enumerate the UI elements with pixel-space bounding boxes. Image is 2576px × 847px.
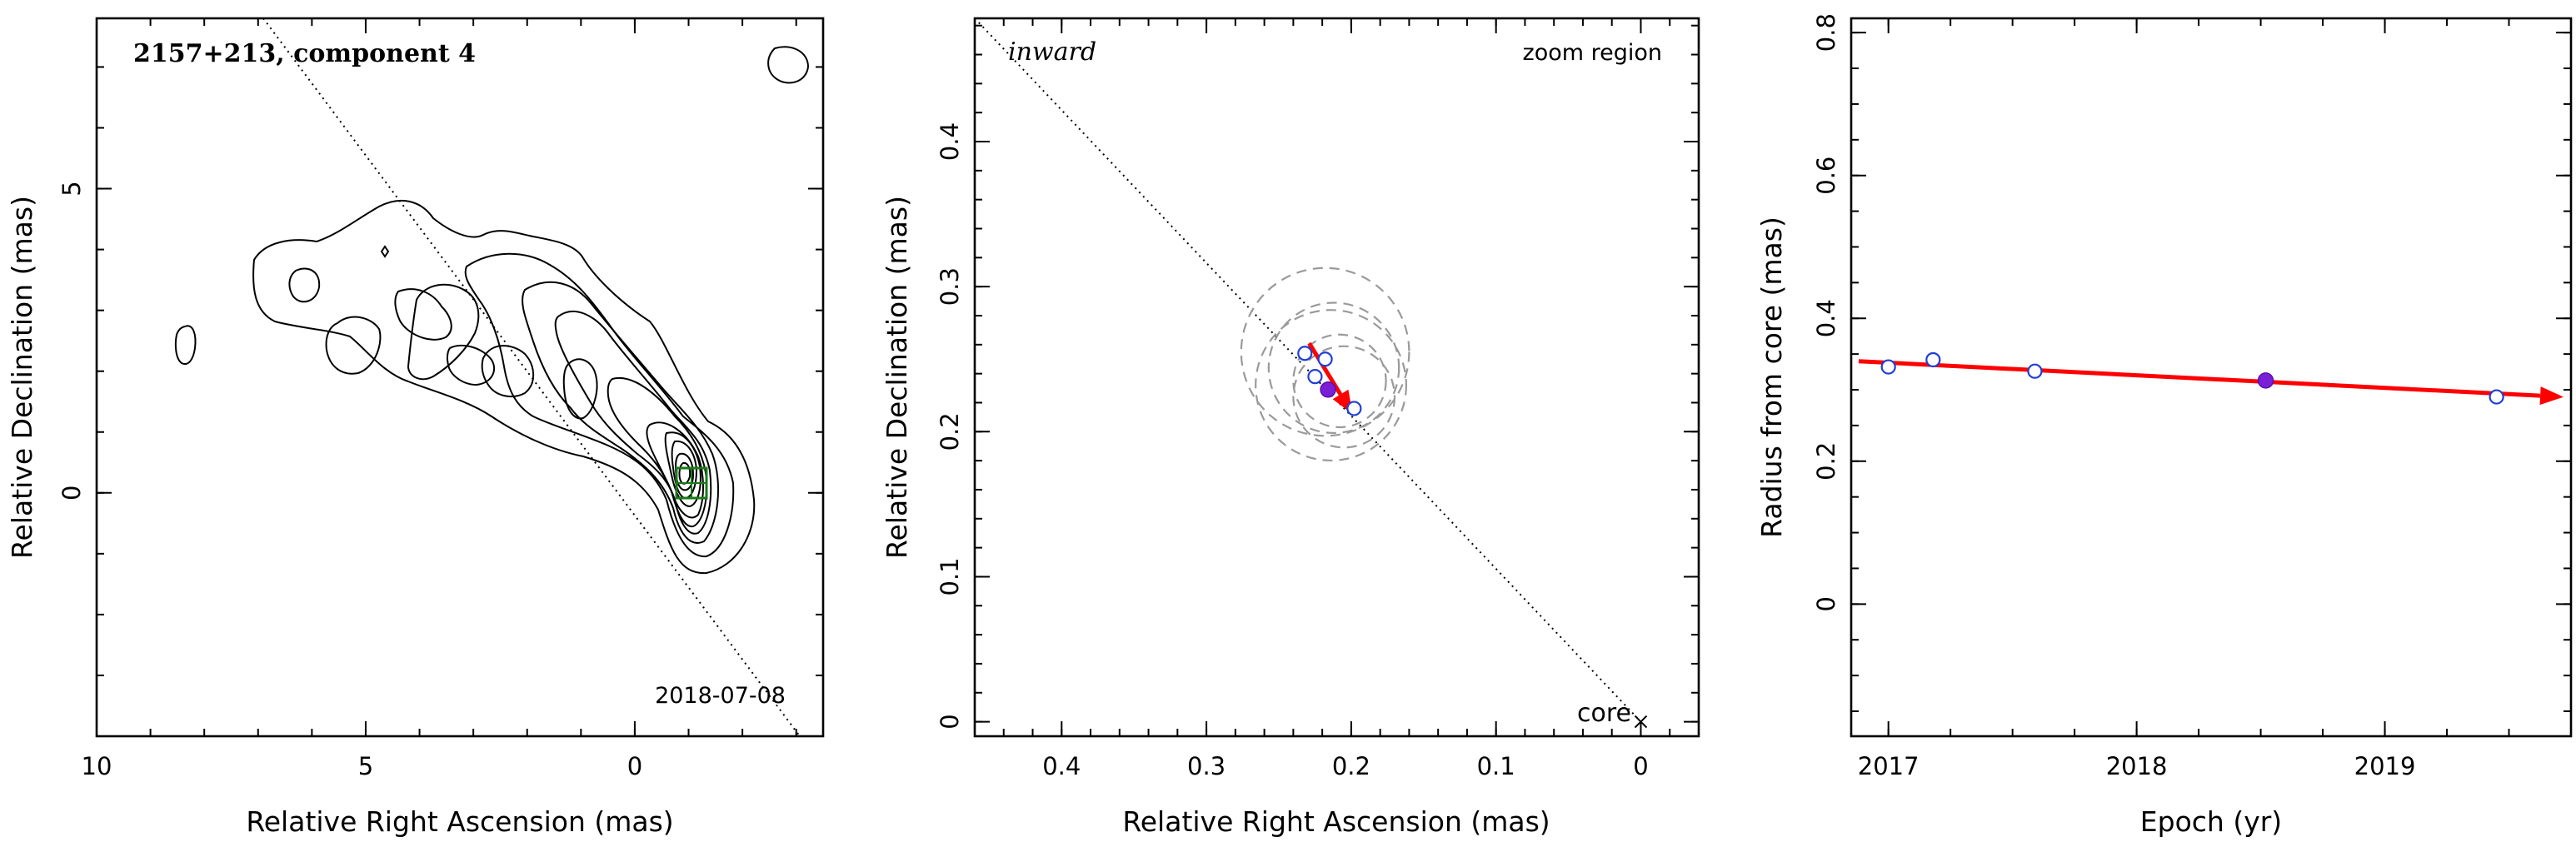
panel2-y-tick-label: 0 (936, 714, 964, 729)
inward-label: inward (1008, 37, 1096, 67)
velocity-arrow-shaft (1307, 341, 1343, 396)
panel3-y-ticks: 0 0.2 0.4 0.6 0.8 (1812, 13, 2571, 712)
epoch-open-marker (1880, 359, 1896, 375)
panel1-title: 2157+213, component 4 (133, 39, 476, 68)
panel1-x-tick-label: 0 (627, 752, 642, 780)
zoom-open-marker (1346, 401, 1362, 416)
panel1-y-tick-label: 0 (57, 486, 86, 501)
panel1-x-ticks: 10 5 0 (82, 18, 797, 780)
panel1-y-tick-label: 5 (57, 181, 86, 196)
panel3-frame (1850, 17, 2573, 738)
epoch-points (1880, 351, 2504, 405)
panel2-y-ticks: 0 0.1 0.2 0.3 0.4 (936, 24, 1699, 730)
zoom-open-marker (1317, 351, 1333, 367)
core-cross-stroke (1634, 715, 1648, 729)
beam-circle (1255, 309, 1408, 462)
epoch-filled-marker (2257, 372, 2274, 389)
panel3-x-ticks: 2017 2018 2019 (1858, 18, 2572, 780)
panel3-y-tick-label: 0.4 (1812, 299, 1840, 337)
panel1-y-ticks: 05 (57, 66, 823, 737)
panel-contour-map: 10 5 0 05 2157+213, component 4 2018-07-08… (6, 17, 825, 838)
epoch-open-marker (2489, 389, 2504, 405)
panel3-x-axis-label: Epoch (yr) (2140, 805, 2282, 838)
epoch-open-marker (1925, 351, 1941, 368)
panel3-x-tick-label: 2019 (2354, 752, 2416, 780)
zoom-jet-axis-line (975, 18, 1642, 723)
panel1-y-axis-label: Relative Declination (mas) (6, 196, 38, 559)
core-marker (1634, 715, 1648, 729)
fit-arrow (1858, 359, 2564, 406)
panel1-x-tick-label: 10 (82, 752, 112, 780)
panel3-x-tick-label: 2018 (2106, 752, 2168, 780)
panel1-frame (95, 17, 825, 738)
panel1-x-tick-label: 5 (358, 752, 373, 780)
panel3-x-tick-label: 2017 (1858, 752, 1920, 780)
beam-circle (1240, 267, 1410, 437)
panel2-x-tick-label: 0 (1633, 752, 1648, 780)
fit-arrow-head (2539, 386, 2564, 406)
beam-circle (1267, 301, 1400, 434)
panel3-y-tick-label: 0.8 (1812, 13, 1840, 52)
panel2-x-tick-label: 0.4 (1042, 752, 1081, 780)
panel1-date: 2018-07-08 (655, 683, 786, 709)
panel2-y-tick-label: 0.4 (936, 122, 964, 161)
contour-map (174, 46, 810, 575)
panel3-y-axis-label: Radius from core (mas) (1755, 217, 1788, 538)
zoom-open-marker (1307, 369, 1323, 385)
zoom-points (1297, 346, 1362, 416)
panel-radius-epoch: 2017 2018 2019 0 0.2 0.4 0.6 0.8 Epoch (yr) Ra… (1755, 13, 2573, 838)
core-label: core (1577, 699, 1631, 728)
jet-axis-line (262, 18, 801, 736)
beam-circle (1292, 345, 1396, 449)
zoom-filled-marker (1320, 381, 1336, 398)
epoch-open-marker (2027, 363, 2043, 379)
panel2-x-ticks: 0.4 0.3 0.2 0.1 0 (974, 18, 1700, 780)
panel2-frame (973, 17, 1700, 738)
panel2-y-tick-label: 0.1 (936, 557, 964, 595)
panel2-y-tick-label: 0.2 (936, 412, 964, 451)
beam-circle (1292, 333, 1387, 429)
panel2-y-axis-label: Relative Declination (mas) (881, 196, 913, 559)
fit-arrow-shaft (1858, 359, 2541, 398)
panel1-x-axis-label: Relative Right Ascension (mas) (246, 805, 673, 838)
panel2-x-tick-label: 0.2 (1332, 752, 1370, 780)
panel-zoom-region: 0.4 0.3 0.2 0.1 0 0 0.1 0.2 0.3 0.4 inward zoom … (881, 17, 1700, 838)
zoom-region-label: zoom region (1523, 40, 1662, 66)
zoom-open-marker (1297, 346, 1313, 361)
panel2-x-tick-label: 0.1 (1477, 752, 1515, 780)
panel2-x-axis-label: Relative Right Ascension (mas) (1122, 805, 1550, 838)
panel3-y-tick-label: 0.2 (1812, 442, 1840, 481)
panel3-y-tick-label: 0 (1812, 596, 1840, 611)
beam-circles (1240, 267, 1410, 462)
panel2-y-tick-label: 0.3 (936, 267, 964, 306)
panel2-x-tick-label: 0.3 (1187, 752, 1226, 780)
panel3-y-tick-label: 0.6 (1812, 157, 1840, 195)
